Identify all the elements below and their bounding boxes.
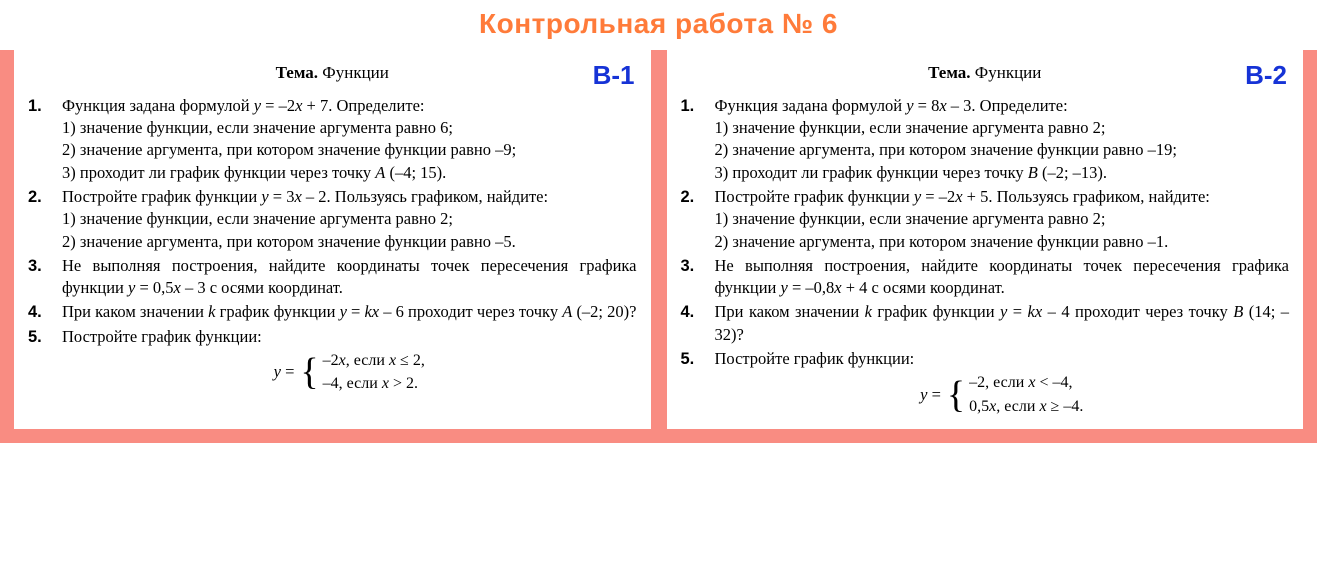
task-body: Постройте график функции: y = {–2, если x … bbox=[715, 348, 1290, 417]
task-item: 2.Постройте график функции y = –2x + 5. … bbox=[681, 186, 1290, 253]
task-lead: Постройте график функции: bbox=[62, 326, 637, 348]
task-body: Постройте график функции y = –2x + 5. По… bbox=[715, 186, 1290, 253]
piecewise-function: y ={–2x, если x ≤ 2,–4, если x > 2. bbox=[62, 350, 637, 395]
task-list: 1.Функция задана формулой y = –2x + 7. О… bbox=[28, 95, 637, 395]
task-subitem: 3) проходит ли график функции через точк… bbox=[62, 162, 637, 184]
variant-panel-2: В-2Тема. Функции 1.Функция задана формуло… bbox=[667, 50, 1304, 429]
piecewise-case: –2x, если x ≤ 2, bbox=[323, 350, 425, 372]
piecewise-case: 0,5x, если x ≥ –4. bbox=[969, 396, 1083, 418]
variant-badge: В-1 bbox=[593, 58, 635, 93]
task-lead: Постройте график функции: bbox=[715, 348, 1290, 370]
task-body: При каком значении k график функции y = … bbox=[715, 301, 1290, 346]
task-lead: Не выполняя построения, найдите координа… bbox=[715, 255, 1290, 300]
task-item: 1.Функция задана формулой y = –2x + 7. О… bbox=[28, 95, 637, 184]
task-lead: Постройте график функции y = –2x + 5. По… bbox=[715, 186, 1290, 208]
task-lead: Постройте график функции y = 3x – 2. Пол… bbox=[62, 186, 637, 208]
piecewise-case: –4, если x > 2. bbox=[323, 373, 425, 395]
task-body: Постройте график функции y = 3x – 2. Пол… bbox=[62, 186, 637, 253]
task-lead: При каком значении k график функции y = … bbox=[62, 301, 637, 323]
task-number: 2. bbox=[681, 186, 715, 208]
task-item: 4.При каком значении k график функции y … bbox=[28, 301, 637, 323]
piecewise-prefix: y = bbox=[274, 361, 295, 383]
task-subitem: 1) значение функции, если значение аргум… bbox=[715, 208, 1290, 230]
task-number: 4. bbox=[681, 301, 715, 323]
task-item: 5.Постройте график функции:y ={–2x, если… bbox=[28, 326, 637, 395]
task-body: Постройте график функции:y ={–2x, если x… bbox=[62, 326, 637, 395]
panels-frame: В-1Тема. Функции1.Функция задана формуло… bbox=[0, 50, 1317, 443]
task-body: Функция задана формулой y = 8x – 3. Опре… bbox=[715, 95, 1290, 184]
task-item: 2.Постройте график функции y = 3x – 2. П… bbox=[28, 186, 637, 253]
task-number: 5. bbox=[28, 326, 62, 348]
task-subitem: 2) значение аргумента, при котором значе… bbox=[62, 231, 637, 253]
task-subitem: 1) значение функции, если значение аргум… bbox=[715, 117, 1290, 139]
task-list: 1.Функция задана формулой y = 8x – 3. Оп… bbox=[681, 95, 1290, 417]
task-number: 4. bbox=[28, 301, 62, 323]
task-body: Функция задана формулой y = –2x + 7. Опр… bbox=[62, 95, 637, 184]
task-body: Не выполняя построения, найдите координа… bbox=[715, 255, 1290, 300]
task-item: 5.Постройте график функции: y = {–2, если … bbox=[681, 348, 1290, 417]
task-subitem: 1) значение функции, если значение аргум… bbox=[62, 208, 637, 230]
variant-panel-1: В-1Тема. Функции 1.Функция задана формуло… bbox=[14, 50, 651, 429]
task-item: 4.При каком значении k график функции y … bbox=[681, 301, 1290, 346]
topic-line: Тема. Функции bbox=[681, 62, 1290, 85]
page-title: Контрольная работа № 6 bbox=[0, 8, 1317, 40]
task-lead: При каком значении k график функции y = … bbox=[715, 301, 1290, 346]
task-lead: Функция задана формулой y = 8x – 3. Опре… bbox=[715, 95, 1290, 117]
task-number: 1. bbox=[28, 95, 62, 117]
task-item: 3.Не выполняя построения, найдите коорди… bbox=[681, 255, 1290, 300]
task-number: 3. bbox=[681, 255, 715, 277]
task-item: 3.Не выполняя построения, найдите коорди… bbox=[28, 255, 637, 300]
task-subitem: 2) значение аргумента, при котором значе… bbox=[715, 231, 1290, 253]
brace-icon: { bbox=[300, 355, 318, 389]
task-subitem: 2) значение аргумента, при котором значе… bbox=[715, 139, 1290, 161]
task-subitem: 1) значение функции, если значение аргум… bbox=[62, 117, 637, 139]
brace-icon: { bbox=[947, 378, 965, 412]
piecewise-cases: –2, если x < –4,0,5x, если x ≥ –4. bbox=[969, 372, 1083, 417]
task-number: 3. bbox=[28, 255, 62, 277]
task-body: При каком значении k график функции y = … bbox=[62, 301, 637, 323]
task-subitem: 3) проходит ли график функции через точк… bbox=[715, 162, 1290, 184]
topic-line: Тема. Функции bbox=[28, 62, 637, 85]
task-subitem: 2) значение аргумента, при котором значе… bbox=[62, 139, 637, 161]
task-body: Не выполняя построения, найдите координа… bbox=[62, 255, 637, 300]
task-lead: Не выполняя построения, найдите координа… bbox=[62, 255, 637, 300]
task-number: 1. bbox=[681, 95, 715, 117]
task-item: 1.Функция задана формулой y = 8x – 3. Оп… bbox=[681, 95, 1290, 184]
task-number: 5. bbox=[681, 348, 715, 370]
piecewise-prefix: y = bbox=[920, 384, 941, 406]
task-lead: Функция задана формулой y = –2x + 7. Опр… bbox=[62, 95, 637, 117]
task-number: 2. bbox=[28, 186, 62, 208]
piecewise-cases: –2x, если x ≤ 2,–4, если x > 2. bbox=[323, 350, 425, 395]
variant-badge: В-2 bbox=[1245, 58, 1287, 93]
piecewise-function: y = {–2, если x < –4,0,5x, если x ≥ –4. bbox=[715, 372, 1290, 417]
piecewise-case: –2, если x < –4, bbox=[969, 372, 1083, 394]
